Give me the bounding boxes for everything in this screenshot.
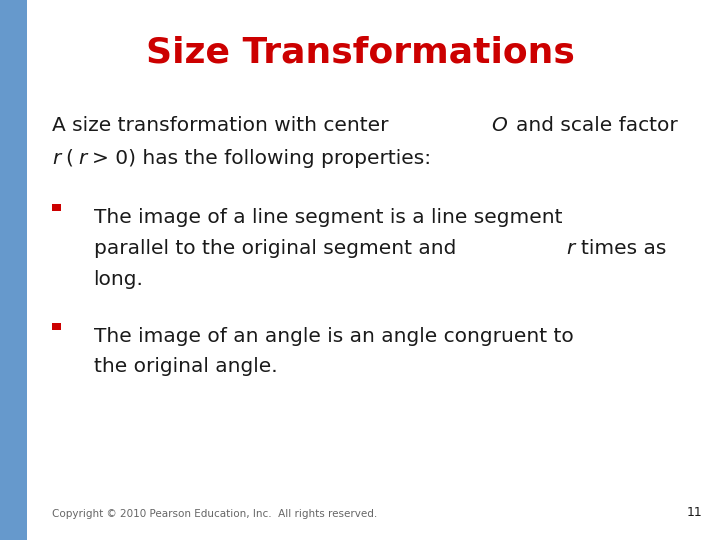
Text: r: r (52, 148, 60, 167)
Text: and scale factor: and scale factor (512, 116, 678, 135)
Text: Copyright © 2010 Pearson Education, Inc.  All rights reserved.: Copyright © 2010 Pearson Education, Inc.… (52, 509, 377, 519)
FancyBboxPatch shape (52, 323, 61, 330)
Text: 11: 11 (686, 507, 702, 519)
FancyBboxPatch shape (52, 204, 61, 211)
Text: A size transformation with center: A size transformation with center (52, 116, 392, 135)
Text: long.: long. (94, 270, 143, 289)
FancyBboxPatch shape (0, 0, 27, 540)
Text: O: O (491, 116, 507, 135)
Text: (: ( (63, 148, 74, 167)
Text: r: r (78, 148, 86, 167)
Text: > 0) has the following properties:: > 0) has the following properties: (89, 148, 431, 167)
Text: The image of a line segment is a line segment: The image of a line segment is a line se… (94, 208, 562, 227)
Text: r: r (567, 239, 575, 258)
Text: Size Transformations: Size Transformations (145, 35, 575, 69)
Text: The image of an angle is an angle congruent to: The image of an angle is an angle congru… (94, 327, 573, 346)
Text: times as: times as (577, 239, 667, 258)
Text: parallel to the original segment and: parallel to the original segment and (94, 239, 460, 258)
Text: the original angle.: the original angle. (94, 357, 277, 376)
